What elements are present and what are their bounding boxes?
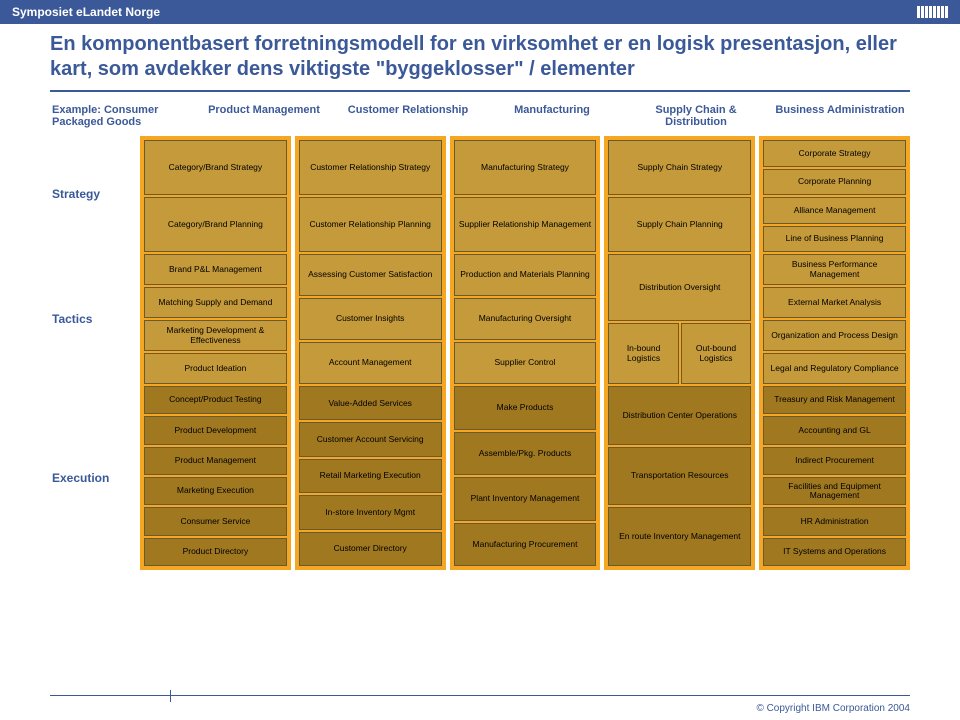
cell: Marketing Execution <box>144 477 287 505</box>
band-strategy: Customer Relationship StrategyCustomer R… <box>299 140 442 252</box>
band-strategy: Supply Chain StrategySupply Chain Planni… <box>608 140 751 252</box>
cell: Corporate Planning <box>763 169 906 196</box>
cell: Legal and Regulatory Compliance <box>763 353 906 384</box>
col-header-1: Customer Relationship <box>338 102 478 130</box>
cell: Business Performance Management <box>763 254 906 285</box>
cell: Plant Inventory Management <box>454 477 597 521</box>
cell: IT Systems and Operations <box>763 538 906 566</box>
column-0: Category/Brand StrategyCategory/Brand Pl… <box>140 136 291 570</box>
cell: Manufacturing Oversight <box>454 298 597 340</box>
band-tactics: Production and Materials PlanningManufac… <box>454 254 597 384</box>
row-labels: Strategy Tactics Execution <box>50 136 136 570</box>
page-title: En komponentbasert forretningsmodell for… <box>50 32 910 82</box>
content: Example: Consumer Packaged Goods Product… <box>0 102 960 570</box>
cell: Supply Chain Planning <box>608 197 751 252</box>
cell: Category/Brand Strategy <box>144 140 287 195</box>
band-execution: Treasury and Risk ManagementAccounting a… <box>763 386 906 566</box>
col-header-3: Supply Chain & Distribution <box>626 102 766 130</box>
cell: Assemble/Pkg. Products <box>454 432 597 476</box>
footer-line <box>50 695 910 696</box>
col-header-0: Product Management <box>194 102 334 130</box>
cell: In-store Inventory Mgmt <box>299 495 442 529</box>
cell: Supply Chain Strategy <box>608 140 751 195</box>
cell: Alliance Management <box>763 197 906 224</box>
cell: Manufacturing Strategy <box>454 140 597 195</box>
cell: Make Products <box>454 386 597 430</box>
band-strategy: Category/Brand StrategyCategory/Brand Pl… <box>144 140 287 252</box>
cell: Product Development <box>144 416 287 444</box>
cell: Indirect Procurement <box>763 447 906 475</box>
cell: HR Administration <box>763 507 906 535</box>
row-label-execution: Execution <box>50 386 136 570</box>
cell: Out-bound Logistics <box>681 323 751 384</box>
band-execution: Distribution Center OperationsTransporta… <box>608 386 751 566</box>
event-name: Symposiet eLandet Norge <box>12 5 160 19</box>
column-headers: Example: Consumer Packaged Goods Product… <box>50 102 910 130</box>
cell: Customer Relationship Strategy <box>299 140 442 195</box>
cell: Production and Materials Planning <box>454 254 597 296</box>
cell: Retail Marketing Execution <box>299 459 442 493</box>
cell: Transportation Resources <box>608 447 751 506</box>
cell: Concept/Product Testing <box>144 386 287 414</box>
cell: Manufacturing Procurement <box>454 523 597 567</box>
row-label-tactics: Tactics <box>50 252 136 386</box>
grid: Strategy Tactics Execution Category/Bran… <box>50 136 910 570</box>
cell: Distribution Oversight <box>608 254 751 321</box>
cell: Product Ideation <box>144 353 287 384</box>
dual-cell: In-bound LogisticsOut-bound Logistics <box>608 323 751 384</box>
cell: Organization and Process Design <box>763 320 906 351</box>
cell: En route Inventory Management <box>608 507 751 566</box>
band-execution: Make ProductsAssemble/Pkg. ProductsPlant… <box>454 386 597 566</box>
cell: Customer Account Servicing <box>299 422 442 456</box>
column-1: Customer Relationship StrategyCustomer R… <box>295 136 446 570</box>
cell: Supplier Control <box>454 342 597 384</box>
band-tactics: Business Performance ManagementExternal … <box>763 254 906 384</box>
cell: Accounting and GL <box>763 416 906 444</box>
cell: Assessing Customer Satisfaction <box>299 254 442 296</box>
column-3: Supply Chain StrategySupply Chain Planni… <box>604 136 755 570</box>
col-header-2: Manufacturing <box>482 102 622 130</box>
cell: Account Management <box>299 342 442 384</box>
column-2: Manufacturing StrategySupplier Relations… <box>450 136 601 570</box>
footer-tick <box>170 690 171 702</box>
band-execution: Concept/Product TestingProduct Developme… <box>144 386 287 566</box>
col-header-4: Business Administration <box>770 102 910 130</box>
header-bar: Symposiet eLandet Norge <box>0 0 960 24</box>
band-tactics: Assessing Customer SatisfactionCustomer … <box>299 254 442 384</box>
columns: Category/Brand StrategyCategory/Brand Pl… <box>140 136 910 570</box>
cell: Matching Supply and Demand <box>144 287 287 318</box>
cell: Treasury and Risk Management <box>763 386 906 414</box>
cell: Facilities and Equipment Management <box>763 477 906 505</box>
footer-copyright: © Copyright IBM Corporation 2004 <box>756 703 910 714</box>
cell: Line of Business Planning <box>763 226 906 253</box>
cell: Category/Brand Planning <box>144 197 287 252</box>
row-label-strategy: Strategy <box>50 136 136 252</box>
cell: Supplier Relationship Management <box>454 197 597 252</box>
cell: In-bound Logistics <box>608 323 678 384</box>
cell: Value-Added Services <box>299 386 442 420</box>
cell: Brand P&L Management <box>144 254 287 285</box>
cell: Product Management <box>144 447 287 475</box>
band-tactics: Distribution OversightIn-bound Logistics… <box>608 254 751 384</box>
title-rule <box>50 90 910 92</box>
title-area: En komponentbasert forretningsmodell for… <box>0 24 960 84</box>
cell: Corporate Strategy <box>763 140 906 167</box>
column-4: Corporate StrategyCorporate PlanningAlli… <box>759 136 910 570</box>
band-tactics: Brand P&L ManagementMatching Supply and … <box>144 254 287 384</box>
cell: Distribution Center Operations <box>608 386 751 445</box>
band-execution: Value-Added ServicesCustomer Account Ser… <box>299 386 442 566</box>
ibm-logo <box>917 6 948 18</box>
cell: Customer Insights <box>299 298 442 340</box>
band-strategy: Corporate StrategyCorporate PlanningAlli… <box>763 140 906 252</box>
cell: Product Directory <box>144 538 287 566</box>
cell: Marketing Development & Effectiveness <box>144 320 287 351</box>
example-label: Example: Consumer Packaged Goods <box>50 102 190 130</box>
cell: External Market Analysis <box>763 287 906 318</box>
cell: Customer Directory <box>299 532 442 566</box>
cell: Consumer Service <box>144 507 287 535</box>
cell: Customer Relationship Planning <box>299 197 442 252</box>
band-strategy: Manufacturing StrategySupplier Relations… <box>454 140 597 252</box>
